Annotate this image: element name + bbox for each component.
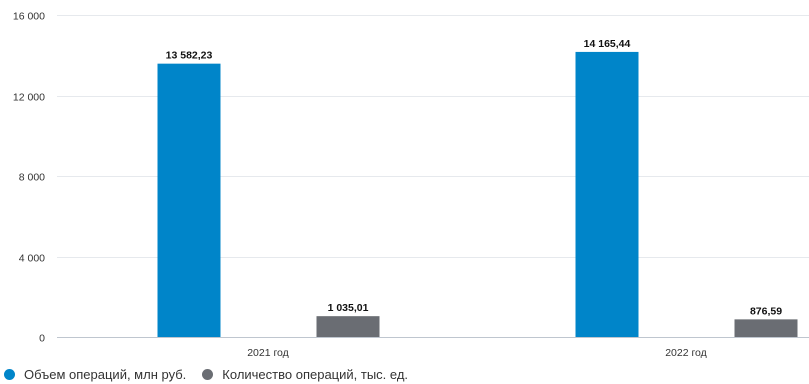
data-label: 13 582,23: [166, 50, 213, 62]
legend-label-volume: Объем операций, млн руб.: [24, 367, 187, 382]
bar: [575, 51, 639, 337]
x-category-label: 2021 год: [247, 347, 289, 359]
legend-label-count: Количество операций, тыс. ед.: [222, 367, 409, 382]
legend: Объем операций, млн руб. Количество опер…: [4, 367, 424, 382]
bar: [734, 319, 798, 337]
bars: [157, 51, 798, 337]
data-label: 1 035,01: [328, 302, 369, 314]
legend-swatch-count: [202, 369, 214, 380]
y-tick-label: 8 000: [19, 172, 45, 184]
bar: [157, 63, 221, 337]
legend-item-volume: Объем операций, млн руб.: [4, 367, 186, 382]
y-tick-label: 0: [39, 333, 45, 345]
category-labels: 2021 год 2022 год: [247, 347, 707, 359]
y-tick-label: 12 000: [13, 92, 45, 104]
data-labels: 13 582,23 1 035,01 14 165,44 876,59: [166, 38, 783, 317]
x-category-label: 2022 год: [665, 347, 707, 359]
bar: [316, 316, 380, 337]
legend-swatch-volume: [4, 369, 15, 380]
legend-item-count: Количество операций, тыс. ед.: [202, 367, 408, 382]
y-axis-ticks: 0 4 000 8 000 12 000 16 000: [13, 11, 45, 345]
data-label: 876,59: [750, 305, 782, 317]
y-tick-label: 16 000: [13, 11, 45, 23]
data-label: 14 165,44: [584, 38, 631, 50]
y-tick-label: 4 000: [19, 253, 45, 265]
